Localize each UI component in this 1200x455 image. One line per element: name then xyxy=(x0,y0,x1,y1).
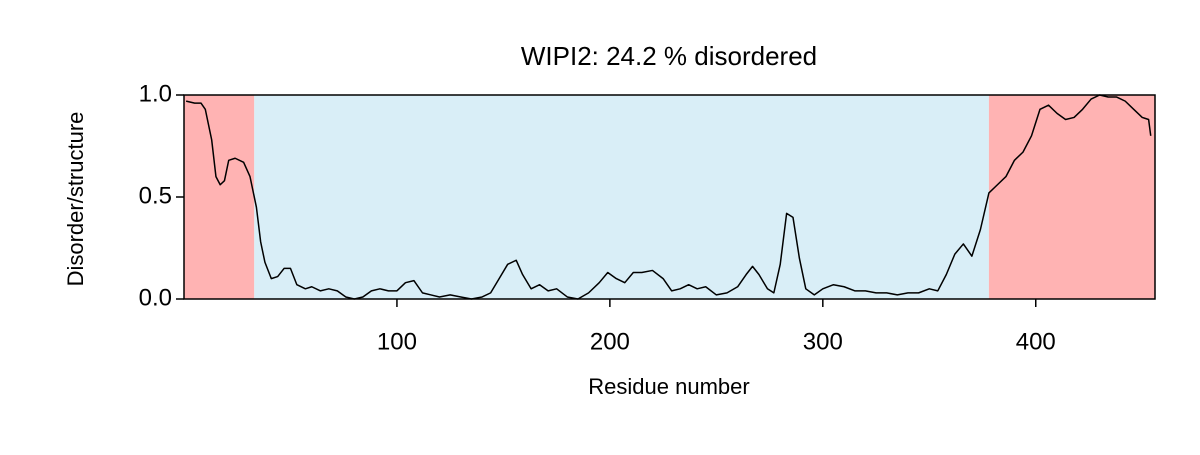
chart-title: WIPI2: 24.2 % disordered xyxy=(521,41,817,71)
y-tick-label: 0.5 xyxy=(139,182,172,209)
x-tick-label: 400 xyxy=(1016,328,1056,355)
x-axis-label: Residue number xyxy=(588,374,749,399)
x-tick-label: 200 xyxy=(590,328,630,355)
y-tick-label: 1.0 xyxy=(139,80,172,107)
line xyxy=(185,94,1152,300)
x-tick-label: 100 xyxy=(377,328,417,355)
x-tick-label: 300 xyxy=(803,328,843,355)
y-tick-label: 0.0 xyxy=(139,284,172,311)
y-axis-label: Disorder/structure xyxy=(63,112,88,287)
region xyxy=(184,95,255,299)
region xyxy=(988,95,1155,299)
region xyxy=(254,95,989,299)
